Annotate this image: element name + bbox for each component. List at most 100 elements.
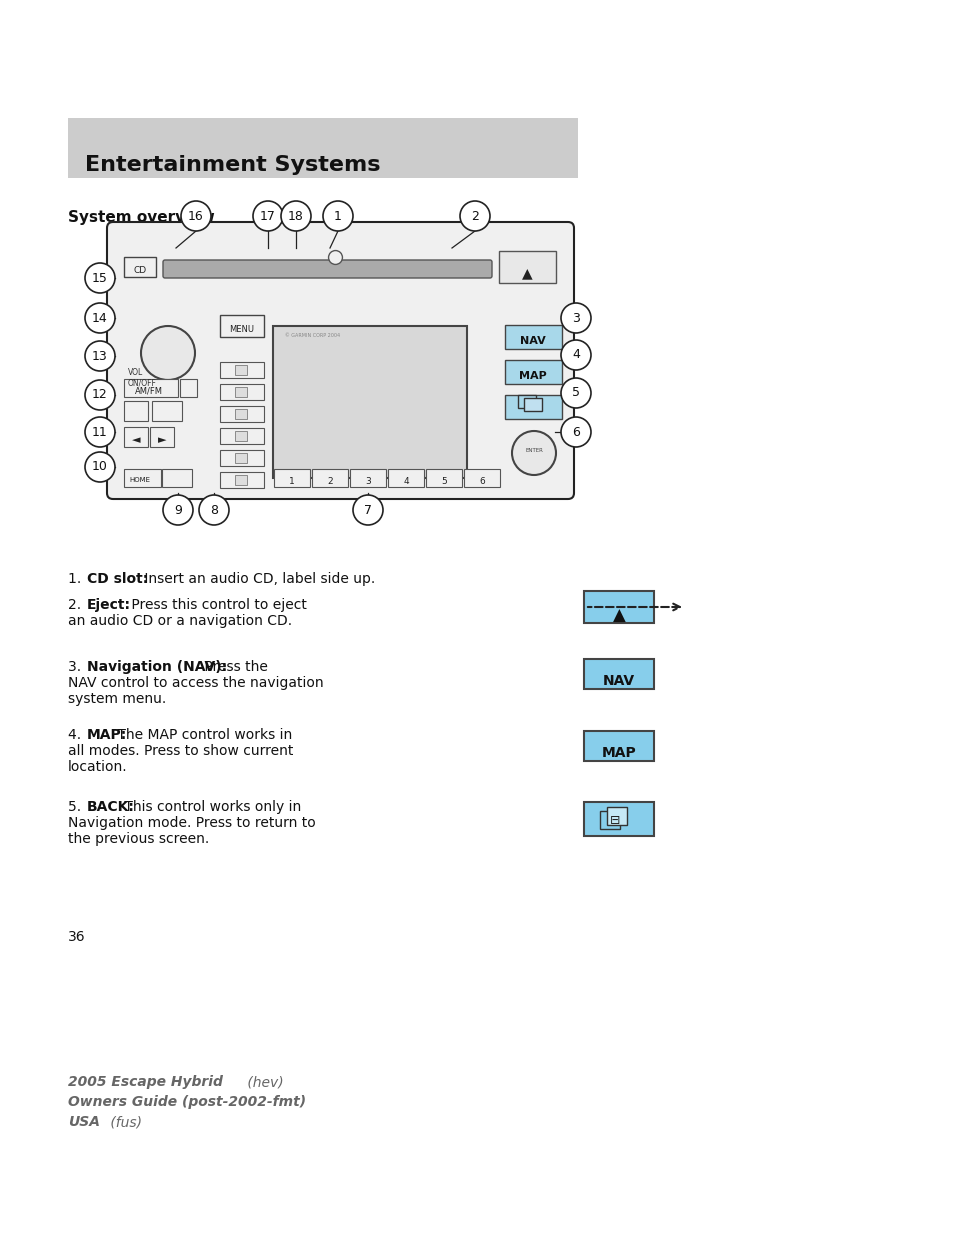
- Text: 11: 11: [92, 426, 108, 438]
- Text: Press the: Press the: [200, 659, 268, 674]
- Text: MENU: MENU: [230, 325, 254, 333]
- Circle shape: [353, 495, 382, 525]
- FancyBboxPatch shape: [124, 257, 156, 277]
- Text: 10: 10: [92, 461, 108, 473]
- FancyBboxPatch shape: [234, 431, 247, 441]
- Circle shape: [141, 326, 194, 380]
- FancyBboxPatch shape: [220, 406, 264, 422]
- Text: 5: 5: [572, 387, 579, 399]
- Circle shape: [323, 201, 353, 231]
- FancyBboxPatch shape: [220, 450, 264, 466]
- Text: 1.: 1.: [68, 572, 86, 585]
- Circle shape: [181, 201, 211, 231]
- FancyBboxPatch shape: [274, 469, 310, 487]
- Text: ◄: ◄: [132, 435, 140, 445]
- Text: 13: 13: [92, 350, 108, 363]
- Text: 18: 18: [288, 210, 304, 222]
- Circle shape: [253, 201, 283, 231]
- Circle shape: [85, 452, 115, 482]
- FancyBboxPatch shape: [583, 592, 654, 622]
- FancyBboxPatch shape: [162, 469, 192, 487]
- FancyBboxPatch shape: [463, 469, 499, 487]
- Text: 8: 8: [210, 504, 218, 516]
- Text: MAP:: MAP:: [87, 727, 127, 742]
- Circle shape: [85, 341, 115, 370]
- Text: This control works only in: This control works only in: [120, 800, 301, 814]
- Text: 9: 9: [173, 504, 182, 516]
- Circle shape: [199, 495, 229, 525]
- Text: ▲: ▲: [612, 606, 625, 625]
- Text: Navigation (NAV):: Navigation (NAV):: [87, 659, 227, 674]
- FancyBboxPatch shape: [220, 384, 264, 400]
- Text: Owners Guide (post-2002-fmt): Owners Guide (post-2002-fmt): [68, 1095, 306, 1109]
- FancyBboxPatch shape: [234, 366, 247, 375]
- FancyBboxPatch shape: [504, 395, 561, 419]
- Text: MAP: MAP: [518, 370, 546, 382]
- Text: 4: 4: [403, 477, 409, 487]
- Text: 3.: 3.: [68, 659, 86, 674]
- Text: CD slot:: CD slot:: [87, 572, 148, 585]
- Text: System overview: System overview: [68, 210, 214, 225]
- Text: The MAP control works in: The MAP control works in: [113, 727, 293, 742]
- Circle shape: [85, 380, 115, 410]
- Circle shape: [560, 417, 590, 447]
- Circle shape: [85, 417, 115, 447]
- Text: Press this control to eject: Press this control to eject: [127, 598, 306, 613]
- FancyBboxPatch shape: [107, 222, 574, 499]
- Circle shape: [163, 495, 193, 525]
- Text: 6: 6: [572, 426, 579, 438]
- Text: 7: 7: [364, 504, 372, 516]
- Text: Navigation mode. Press to return to: Navigation mode. Press to return to: [68, 816, 315, 830]
- Text: MAP: MAP: [601, 746, 636, 760]
- Text: ⊟: ⊟: [609, 814, 619, 826]
- Text: 1: 1: [334, 210, 341, 222]
- Circle shape: [512, 431, 556, 475]
- Text: ENTER: ENTER: [524, 448, 542, 453]
- Circle shape: [560, 303, 590, 333]
- Text: 2005 Escape Hybrid: 2005 Escape Hybrid: [68, 1074, 223, 1089]
- FancyBboxPatch shape: [350, 469, 386, 487]
- Text: all modes. Press to show current: all modes. Press to show current: [68, 743, 294, 758]
- FancyBboxPatch shape: [583, 659, 654, 689]
- Text: BACK:: BACK:: [87, 800, 134, 814]
- FancyBboxPatch shape: [234, 475, 247, 485]
- FancyBboxPatch shape: [234, 453, 247, 463]
- FancyBboxPatch shape: [150, 427, 173, 447]
- Text: NAV control to access the navigation: NAV control to access the navigation: [68, 676, 323, 690]
- Text: ►: ►: [157, 435, 166, 445]
- Text: 4: 4: [572, 348, 579, 362]
- Circle shape: [560, 378, 590, 408]
- Circle shape: [560, 340, 590, 370]
- Text: (fus): (fus): [106, 1115, 142, 1129]
- Text: © GARMIN CORP 2004: © GARMIN CORP 2004: [285, 333, 340, 338]
- Text: AM/FM: AM/FM: [135, 387, 163, 396]
- Text: CD: CD: [133, 266, 147, 275]
- Text: ▲: ▲: [521, 266, 532, 280]
- Text: NAV: NAV: [519, 336, 545, 346]
- FancyBboxPatch shape: [599, 811, 619, 829]
- Text: 3: 3: [365, 477, 371, 487]
- Circle shape: [281, 201, 311, 231]
- Text: 15: 15: [92, 272, 108, 284]
- FancyBboxPatch shape: [606, 806, 626, 825]
- Text: 2: 2: [471, 210, 478, 222]
- FancyBboxPatch shape: [124, 427, 148, 447]
- FancyBboxPatch shape: [163, 261, 492, 278]
- FancyBboxPatch shape: [388, 469, 423, 487]
- Text: 2.: 2.: [68, 598, 86, 613]
- Text: HOME: HOME: [129, 477, 150, 483]
- Text: an audio CD or a navigation CD.: an audio CD or a navigation CD.: [68, 614, 292, 629]
- Text: 17: 17: [260, 210, 275, 222]
- FancyBboxPatch shape: [583, 731, 654, 761]
- FancyBboxPatch shape: [220, 472, 264, 488]
- Text: the previous screen.: the previous screen.: [68, 832, 209, 846]
- FancyBboxPatch shape: [504, 325, 561, 350]
- Text: 14: 14: [92, 311, 108, 325]
- FancyBboxPatch shape: [220, 315, 264, 337]
- Text: Insert an audio CD, label side up.: Insert an audio CD, label side up.: [140, 572, 375, 585]
- FancyBboxPatch shape: [523, 398, 541, 411]
- FancyBboxPatch shape: [220, 362, 264, 378]
- Circle shape: [85, 303, 115, 333]
- Text: system menu.: system menu.: [68, 692, 166, 706]
- Text: (hev): (hev): [243, 1074, 283, 1089]
